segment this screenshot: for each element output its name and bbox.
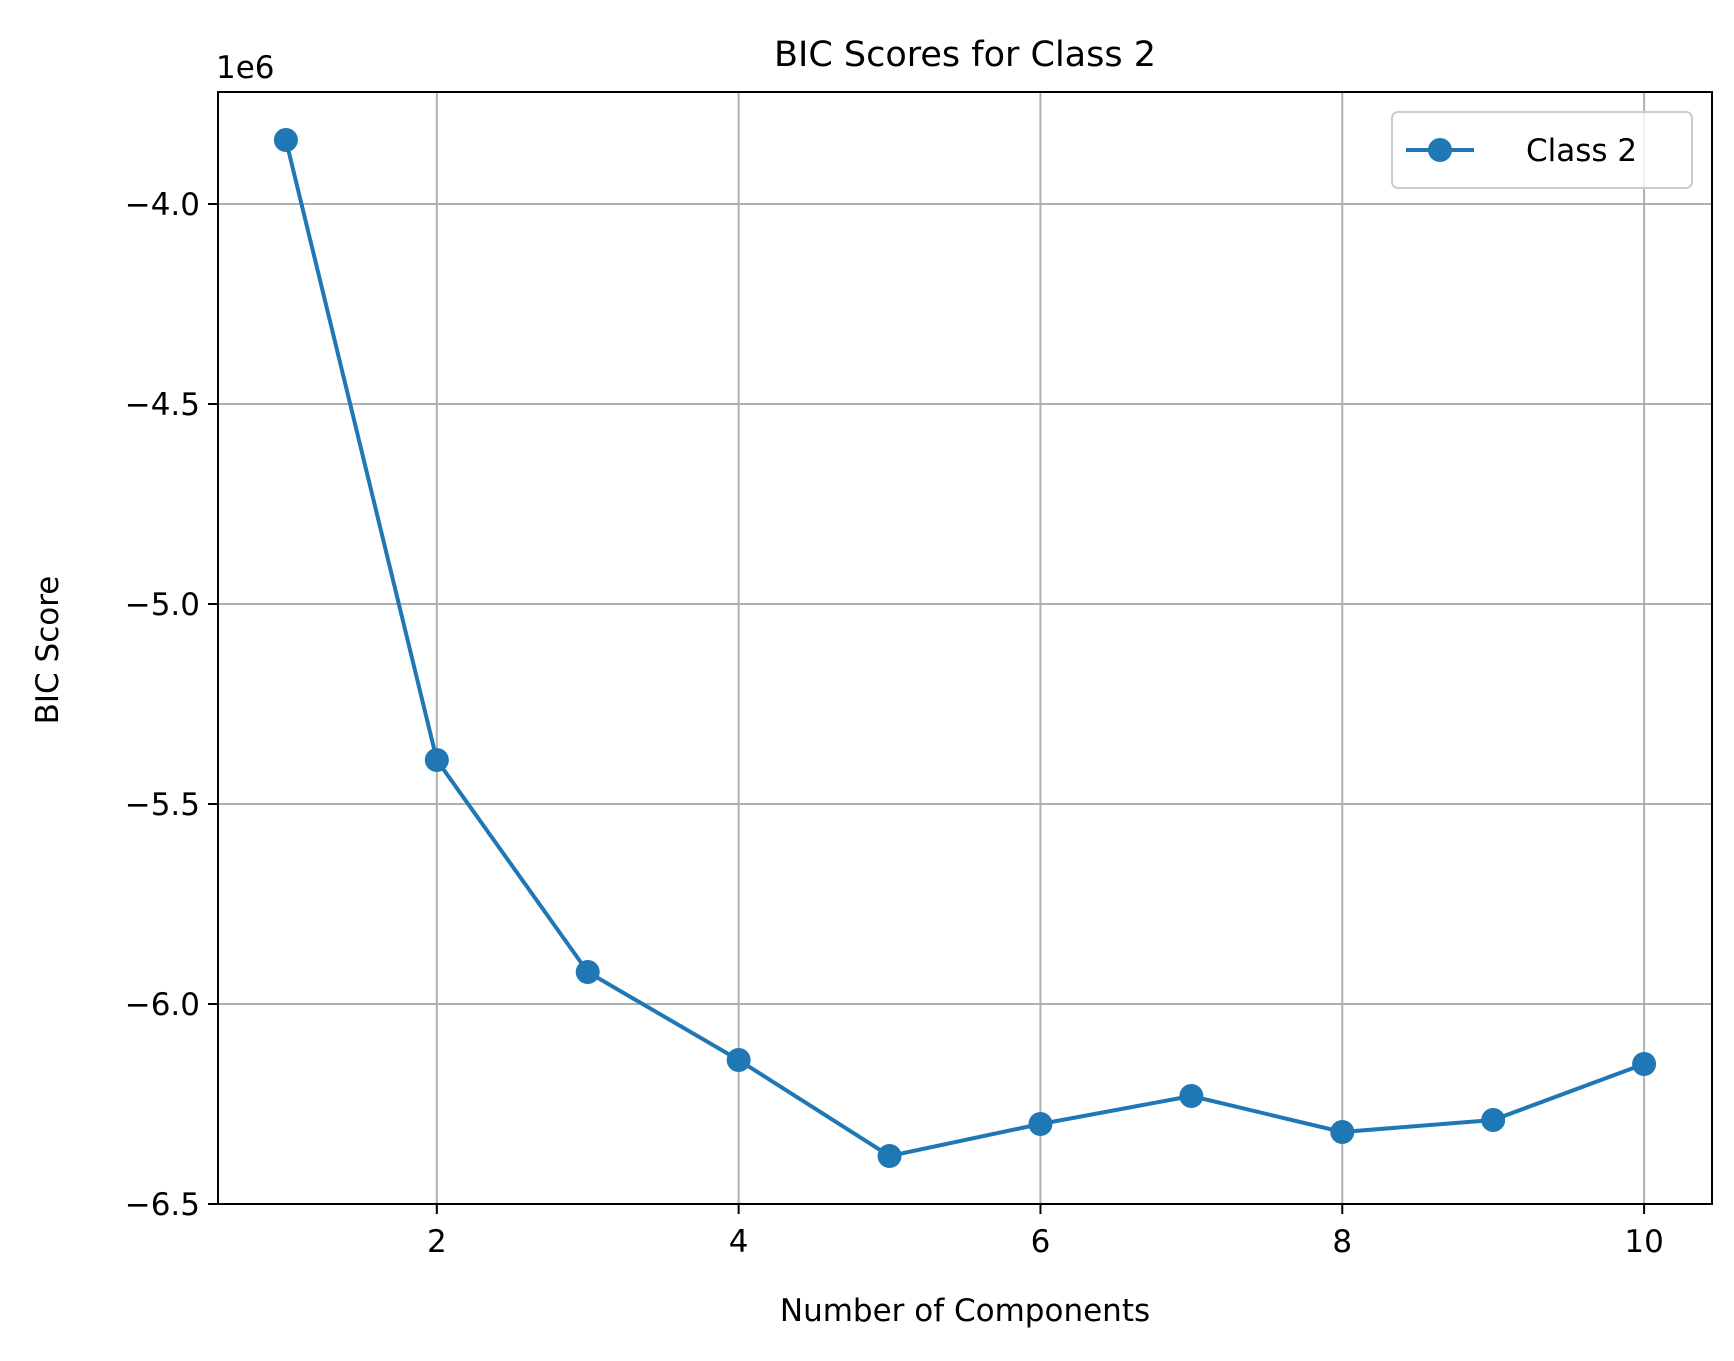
data-point [1330, 1120, 1355, 1144]
y-tick-label: −6.5 [125, 1187, 200, 1223]
y-tick-label: −5.5 [125, 787, 200, 823]
y-tick-label: −5.0 [125, 587, 200, 623]
data-point [1481, 1108, 1506, 1132]
y-offset-label: 1e6 [216, 50, 275, 86]
data-point [575, 960, 600, 984]
tick-layer: 2 4 6 8 10 −6.5 −6.0 −5.5 −5.0 −4.5 −4.0 [125, 187, 1664, 1260]
data-point [424, 748, 449, 772]
data-point [726, 1048, 751, 1072]
data-point [1632, 1052, 1657, 1076]
y-tick-label: −4.5 [125, 387, 200, 423]
x-tick-label: 10 [1624, 1224, 1663, 1260]
y-axis-label: BIC Score [30, 576, 66, 725]
chart-title: BIC Scores for Class 2 [774, 35, 1156, 75]
y-tick-label: −4.0 [125, 187, 200, 223]
series-line [283, 139, 1645, 1158]
series-layer [273, 128, 1657, 1168]
legend-box [1391, 111, 1693, 189]
y-tick-label: −6.0 [125, 987, 200, 1023]
legend: Class 2 [1391, 111, 1693, 189]
x-axis-label: Number of Components [780, 1293, 1150, 1329]
x-tick-label: 8 [1332, 1224, 1352, 1260]
data-point [1028, 1112, 1053, 1136]
data-point [273, 128, 298, 152]
legend-marker [1428, 138, 1452, 162]
legend-label: Class 2 [1526, 133, 1637, 169]
x-tick-label: 2 [427, 1224, 447, 1260]
x-tick-label: 6 [1031, 1224, 1051, 1260]
x-tick-label: 4 [729, 1224, 749, 1260]
plot-frame [217, 91, 1713, 1205]
data-point [1179, 1084, 1204, 1108]
data-point [877, 1144, 902, 1168]
